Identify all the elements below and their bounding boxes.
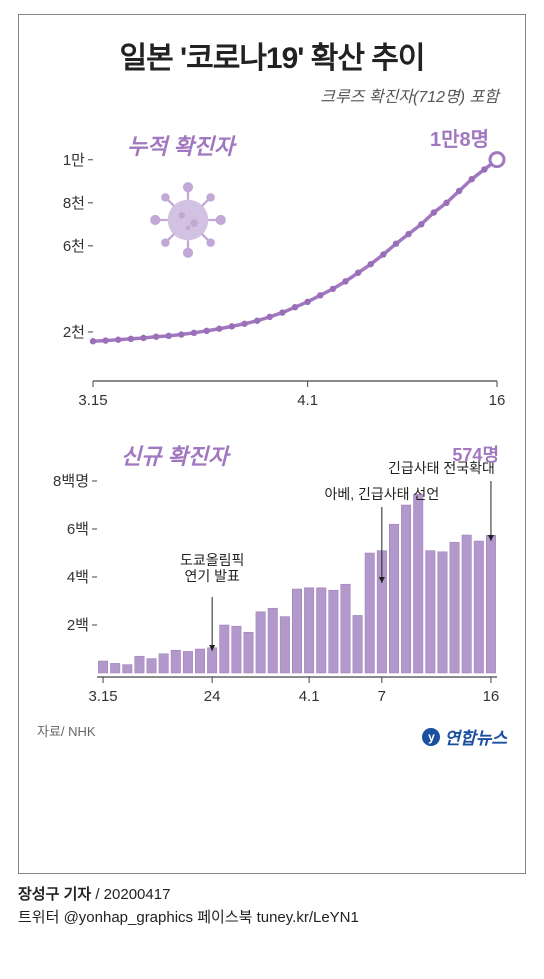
svg-text:3.15: 3.15: [88, 688, 117, 705]
svg-text:8백명: 8백명: [53, 473, 89, 490]
subtitle: 크루즈 확진자(712명) 포함: [37, 83, 507, 107]
byline: 장성구 기자: [18, 886, 91, 903]
virus-icon: [149, 181, 227, 259]
svg-text:24: 24: [204, 688, 221, 705]
chart2-label: 신규 확진자: [121, 439, 228, 471]
bar-chart-svg: 2백 4백 6백 8백명 3.15 24 4.1 7 16 도쿄올림픽연기 발표 아베, 긴급사태 …: [37, 435, 507, 715]
footer-social: 트위터 @yonhap_graphics 페이스북 tuney.kr/LeYN1: [18, 907, 526, 930]
logo-icon: y: [422, 728, 440, 746]
svg-text:도쿄올림픽: 도쿄올림픽: [180, 552, 244, 568]
chart2-final-label: 574명: [452, 441, 499, 467]
footer-date: / 20200417: [95, 886, 170, 903]
svg-text:1만: 1만: [63, 152, 85, 169]
daily-chart: 신규 확진자 574명 2백 4백 6백 8백명 3.15 24 4.1 7 16 도쿄올림픽연기…: [37, 435, 507, 715]
cumulative-chart: 누적 확진자 1만8명 2천 6천 8천 1만 3.15 4.1 16: [37, 125, 507, 415]
svg-text:3.15: 3.15: [78, 392, 107, 409]
svg-text:8천: 8천: [63, 195, 85, 212]
svg-text:4백: 4백: [67, 569, 89, 586]
main-title: 일본 '코로나19' 확산 추이: [37, 33, 507, 77]
svg-text:2천: 2천: [63, 324, 85, 341]
svg-text:16: 16: [489, 392, 506, 409]
svg-text:4.1: 4.1: [297, 392, 318, 409]
logo-text: 연합뉴스: [444, 724, 507, 749]
svg-text:2백: 2백: [67, 617, 89, 634]
yonhap-logo: y 연합뉴스: [422, 724, 507, 749]
svg-text:7: 7: [378, 688, 386, 705]
svg-text:6천: 6천: [63, 238, 85, 255]
line-chart-svg: 2천 6천 8천 1만 3.15 4.1 16: [37, 125, 507, 415]
chart1-label: 누적 확진자: [127, 129, 234, 161]
svg-text:4.1: 4.1: [299, 688, 320, 705]
svg-text:아베, 긴급사태 선언: 아베, 긴급사태 선언: [324, 486, 439, 502]
svg-text:6백: 6백: [67, 521, 89, 538]
chart1-peak-label: 1만8명: [430, 123, 489, 152]
footer: 장성구 기자 / 20200417 트위터 @yonhap_graphics 페…: [18, 884, 526, 929]
svg-text:16: 16: [483, 688, 500, 705]
svg-text:연기 발표: 연기 발표: [184, 568, 240, 584]
